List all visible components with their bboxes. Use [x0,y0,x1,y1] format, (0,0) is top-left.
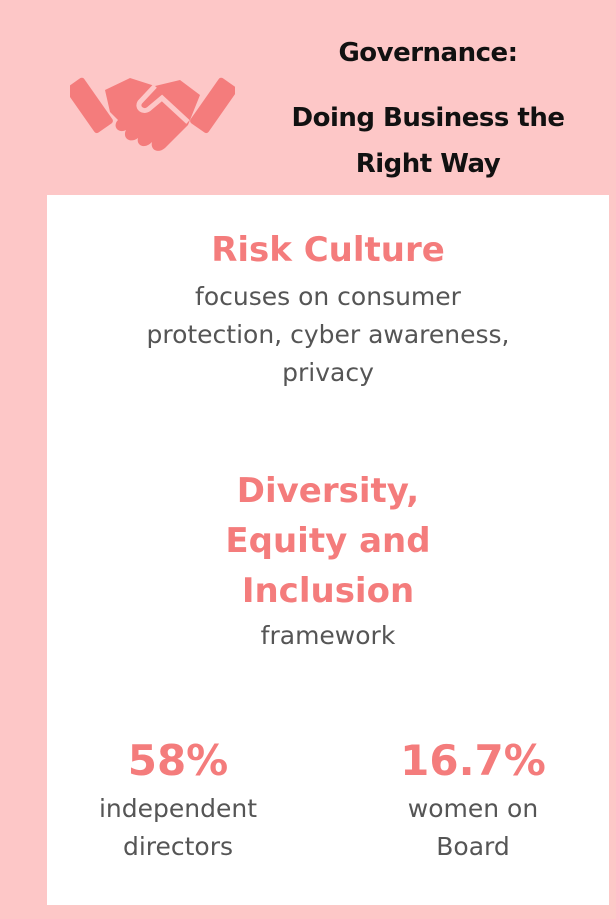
handshake-icon [70,77,235,151]
section-heading: Equity and [225,521,431,561]
section-heading: Diversity, [236,471,420,511]
title: Governance: [338,38,518,68]
stat-label: independent [98,794,258,823]
section-body: protection, cyber awareness, [146,320,510,349]
section-body-block: focuses on consumer protection, cyber awa… [47,278,609,392]
stat-label-block: women on Board [333,790,613,866]
section-heading-block: Diversity, Equity and Inclusion [47,466,609,616]
card [47,195,609,905]
stat-label: directors [122,832,234,861]
stat-value: 58% [127,736,229,785]
stat-label-block: independent directors [38,790,318,866]
section-heading: Risk Culture [211,230,445,270]
section-body: privacy [282,358,374,387]
subtitle-line: Doing Business the [291,103,565,133]
stat-value: 16.7% [400,736,546,785]
section-heading-block: Risk Culture [47,225,609,275]
section-body: framework [260,621,396,650]
section-body-block: framework [47,617,609,655]
subtitle: Doing Business the Right Way [240,95,616,187]
section-body: focuses on consumer [195,282,461,311]
subtitle-line: Right Way [355,149,501,179]
stat-label: women on [407,794,539,823]
section-heading: Inclusion [241,571,415,611]
stat-label: Board [436,832,510,861]
